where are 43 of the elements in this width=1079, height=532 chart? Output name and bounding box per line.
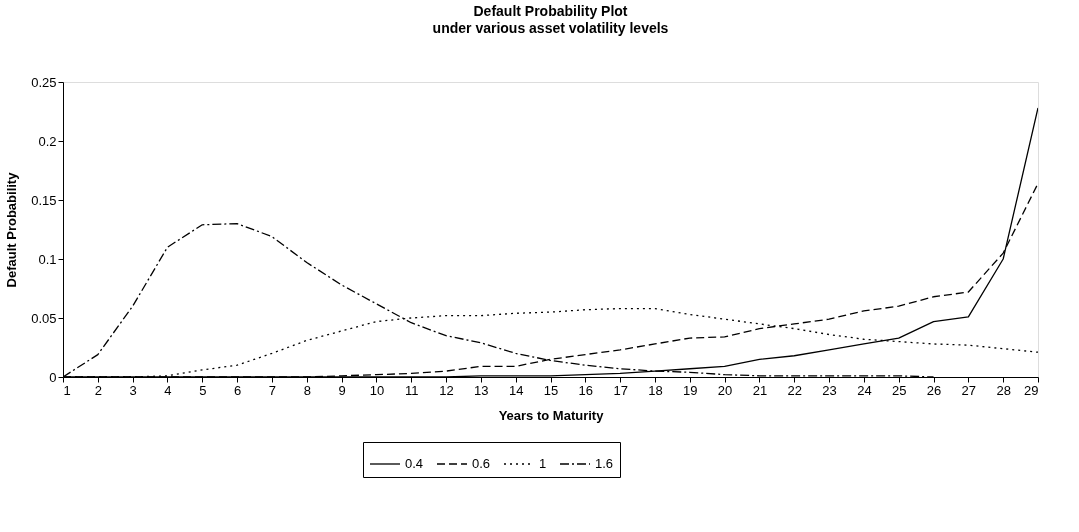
chart-title: Default Probability Plot (473, 3, 628, 19)
x-tick-label: 25 (891, 382, 907, 398)
y-axis-title: Default Probability (4, 171, 20, 288)
x-tick-label: 29 (1024, 382, 1039, 398)
x-tick-label: 9 (338, 382, 346, 398)
y-tick-label: 0.15 (31, 192, 57, 208)
x-tick-label: 8 (303, 382, 311, 398)
x-tick-label: 17 (613, 382, 628, 398)
x-tick-label: 19 (683, 382, 698, 398)
x-tick-label: 16 (578, 382, 594, 398)
x-tick-label: 12 (439, 382, 454, 398)
x-tick-label: 4 (164, 382, 172, 398)
x-tick-label: 21 (752, 382, 768, 398)
x-tick-label: 15 (543, 382, 559, 398)
x-tick-label: 3 (129, 382, 137, 398)
x-tick-label: 1 (63, 382, 71, 398)
x-tick-label: 24 (857, 382, 872, 398)
chart-subtitle: under various asset volatility levels (432, 20, 669, 36)
x-tick-label: 20 (717, 382, 733, 398)
x-tick-label: 23 (822, 382, 837, 398)
x-tick-label: 26 (926, 382, 942, 398)
x-tick-label: 27 (961, 382, 977, 398)
legend-label: 0.4 (405, 456, 424, 471)
x-tick-label: 22 (787, 382, 802, 398)
x-tick-label: 5 (199, 382, 207, 398)
y-tick-label: 0.25 (31, 74, 57, 90)
x-tick-label: 18 (648, 382, 663, 398)
y-tick-label: 0.1 (38, 251, 57, 267)
y-tick-label: 0 (49, 369, 57, 385)
y-tick-label: 0.2 (38, 133, 57, 149)
x-tick-label: 13 (474, 382, 489, 398)
x-tick-label: 2 (94, 382, 102, 398)
x-tick-label: 10 (369, 382, 385, 398)
x-axis-title: Years to Maturity (498, 407, 605, 423)
x-tick-label: 28 (996, 382, 1011, 398)
x-tick-label: 6 (233, 382, 242, 398)
legend-label: 0.6 (472, 456, 491, 471)
x-tick-label: 11 (404, 382, 419, 398)
x-tick-label: 14 (508, 382, 524, 398)
x-tick-label: 7 (268, 382, 277, 398)
y-tick-label: 0.05 (31, 310, 57, 326)
legend-label: 1.6 (595, 456, 614, 471)
legend-label: 1 (539, 456, 547, 471)
